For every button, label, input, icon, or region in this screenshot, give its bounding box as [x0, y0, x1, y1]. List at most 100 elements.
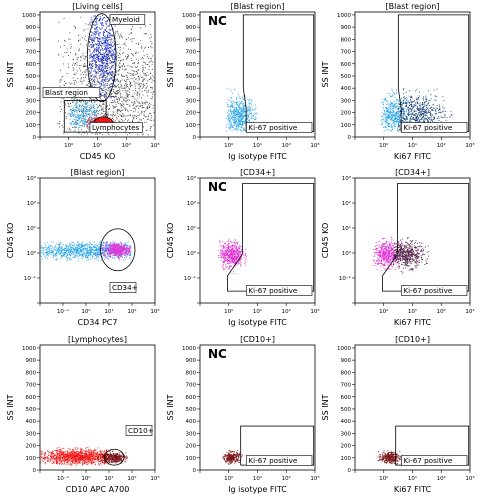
event-dot [110, 90, 111, 91]
event-dot [101, 88, 102, 89]
event-dot [103, 103, 105, 105]
event-dot [396, 119, 398, 121]
y-axis-label: SS INT [6, 61, 15, 87]
event-dot [407, 113, 409, 115]
event-dot [141, 111, 143, 112]
event-dot [84, 29, 86, 30]
event-dot [145, 103, 147, 105]
event-dot [70, 47, 72, 49]
event-dot [101, 48, 103, 49]
event-dot [425, 112, 427, 113]
event-dot [62, 244, 64, 246]
event-dot [141, 91, 143, 93]
event-dot [103, 76, 105, 78]
event-dot [93, 120, 95, 122]
event-dot [105, 59, 107, 61]
event-dot [398, 119, 400, 121]
event-dot [109, 86, 111, 88]
event-dot [136, 95, 138, 96]
event-dot [230, 118, 232, 119]
event-dot [234, 108, 235, 110]
event-dot [58, 21, 60, 23]
event-dot [115, 134, 117, 136]
event-dot [407, 118, 408, 120]
event-dot [136, 71, 138, 73]
event-dot [236, 104, 238, 106]
event-dot [431, 109, 433, 110]
event-dot [58, 123, 60, 125]
event-dot [104, 91, 106, 93]
event-dot [236, 103, 237, 105]
event-dot [396, 115, 398, 117]
event-dot [96, 114, 97, 116]
event-dot [390, 118, 392, 120]
event-dot [125, 108, 127, 110]
event-dot [130, 258, 132, 260]
event-dot [51, 252, 53, 254]
event-dot [247, 117, 248, 119]
event-dot [421, 117, 423, 118]
event-dot [407, 107, 409, 108]
event-dot [92, 39, 94, 41]
event-dot [397, 108, 399, 110]
event-dot [118, 70, 120, 72]
event-dot [424, 101, 426, 103]
event-dot [393, 107, 395, 109]
event-dot [130, 82, 131, 83]
event-dot [107, 20, 108, 22]
event-dot [85, 100, 87, 102]
event-dot [114, 101, 116, 103]
event-dot [92, 21, 94, 22]
event-dot [406, 108, 408, 110]
event-dot [389, 129, 391, 131]
panel-title: [Blast region] [70, 168, 124, 177]
event-dot [98, 46, 100, 48]
event-dot [133, 118, 135, 120]
event-dot [397, 127, 398, 129]
event-dot [68, 63, 69, 65]
event-dot [422, 108, 424, 110]
event-dot [429, 112, 431, 114]
event-dot [387, 114, 389, 115]
event-dot [82, 132, 84, 134]
event-dot [69, 246, 71, 247]
event-dot [121, 86, 123, 88]
y-tick-label: 0 [33, 135, 37, 141]
event-dot [60, 247, 61, 249]
event-dot [97, 68, 98, 70]
event-dot [107, 42, 109, 44]
event-dot [142, 68, 144, 70]
event-dot [95, 33, 97, 35]
event-dot [104, 64, 106, 66]
event-dot [382, 123, 383, 125]
event-dot [403, 97, 405, 99]
event-dot [385, 107, 387, 109]
event-dot [100, 57, 102, 59]
event-dot [145, 25, 146, 27]
event-dot [140, 27, 142, 29]
event-dot [94, 34, 96, 36]
event-dot [91, 82, 93, 84]
event-dot [443, 100, 445, 102]
y-tick-label: 200 [26, 111, 37, 117]
event-dot [406, 117, 407, 119]
event-dot [129, 85, 131, 87]
event-dot [115, 254, 117, 256]
event-dot [248, 115, 250, 117]
event-dot [105, 62, 107, 64]
event-dot [393, 103, 395, 105]
event-dot [105, 241, 107, 243]
event-dot [394, 94, 396, 95]
event-dot [115, 114, 117, 116]
event-dot [241, 127, 243, 129]
event-dot [235, 110, 237, 112]
event-dot [147, 64, 149, 66]
event-dot [82, 246, 84, 248]
event-dot [106, 63, 108, 64]
event-dot [118, 116, 119, 117]
event-dot [409, 120, 411, 122]
event-dot [241, 118, 243, 120]
event-dot [118, 46, 120, 48]
event-dot [255, 117, 257, 119]
